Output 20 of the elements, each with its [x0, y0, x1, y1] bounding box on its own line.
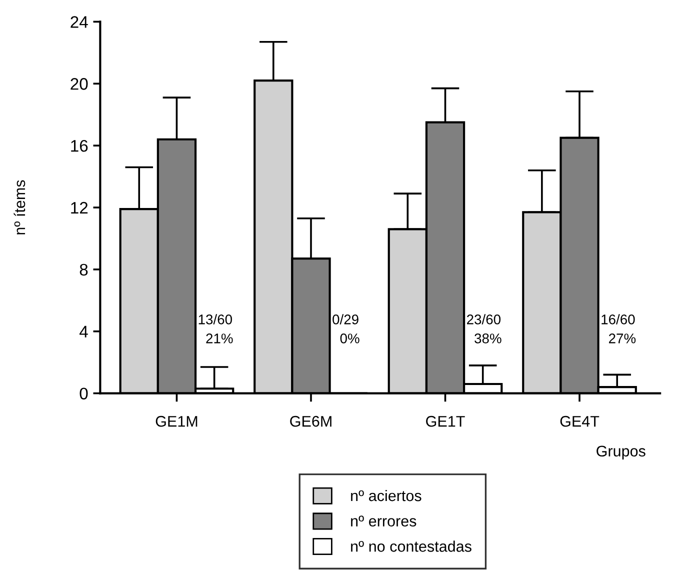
y-tick-label: 0 — [80, 388, 88, 400]
y-tick-label: 24 — [70, 16, 88, 28]
annotation: 16/60 27% — [602, 314, 636, 344]
x-tick-label: GE6M — [290, 416, 332, 427]
y-tick-label: 8 — [80, 264, 88, 276]
legend-label: nº aciertos — [351, 490, 422, 502]
annotation: 23/60 38% — [467, 314, 502, 344]
y-tick-label: 16 — [71, 140, 88, 152]
legend-label: nº no contestadas — [351, 540, 472, 552]
annotation: 0/29 0% — [332, 314, 360, 344]
y-tick-label: 4 — [80, 326, 88, 338]
annotation: 13/60 21% — [198, 314, 233, 344]
x-tick-label: GE4T — [560, 416, 600, 427]
x-tick-label: GE1M — [156, 416, 198, 427]
x-axis-title: Grupos — [596, 446, 646, 460]
x-tick-label: GE1T — [426, 416, 465, 427]
y-tick-label: 20 — [70, 78, 88, 90]
y-tick-label: 12 — [71, 202, 88, 214]
y-axis-title: nº ítems — [14, 180, 26, 234]
legend-label: nº errores — [351, 516, 416, 527]
